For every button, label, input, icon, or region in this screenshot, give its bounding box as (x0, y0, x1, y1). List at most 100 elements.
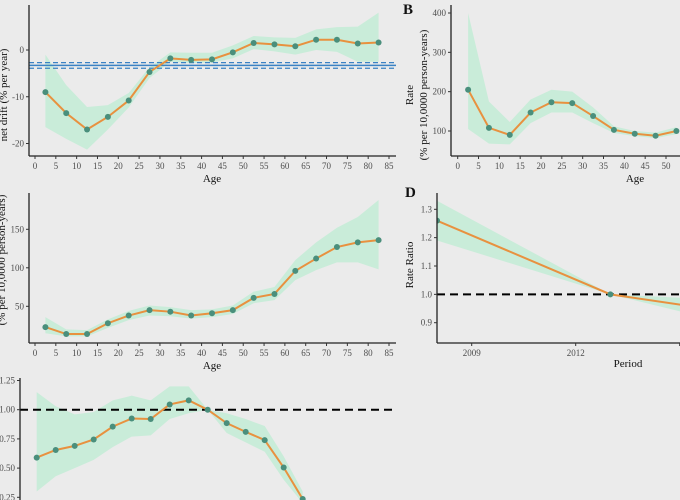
data-point (33, 454, 40, 461)
y-tick-label: 150 (11, 224, 25, 234)
x-tick-label: 0 (33, 348, 38, 358)
x-tick-label: 25 (135, 161, 145, 171)
y-tick-label: 0.25 (0, 492, 16, 500)
data-point (147, 416, 154, 423)
x-tick-label: 30 (155, 161, 165, 171)
x-tick-label: 25 (557, 161, 567, 171)
data-point (250, 294, 257, 301)
data-point (209, 310, 215, 317)
plot-area (29, 12, 396, 150)
data-point (185, 397, 192, 404)
data-point (437, 217, 441, 224)
data-point (167, 308, 174, 315)
data-point (292, 43, 299, 50)
y-tick-label: 1.25 (0, 376, 16, 386)
data-point (313, 255, 320, 262)
data-point (375, 237, 382, 244)
x-tick-label: 40 (620, 161, 630, 171)
data-point (569, 100, 576, 107)
data-point (188, 56, 195, 63)
data-point (333, 244, 340, 251)
x-tick-label: 35 (599, 161, 609, 171)
data-point (167, 55, 174, 62)
data-point (125, 97, 132, 104)
data-point (128, 415, 135, 422)
data-point (375, 39, 382, 46)
x-tick-label: 2012 (567, 348, 585, 358)
x-tick-label: 5 (476, 161, 481, 171)
plot-area (20, 386, 396, 500)
data-point (223, 420, 230, 427)
y-tick-label: 0.75 (0, 434, 16, 444)
y-tick-label: -20 (12, 139, 24, 149)
data-point (652, 132, 659, 139)
y-tick-label: 300 (433, 47, 447, 57)
x-tick-label: 85 (385, 348, 395, 358)
x-tick-label: 5 (54, 348, 59, 358)
x-tick-label: 15 (93, 348, 103, 358)
y-tick-label: 1.3 (421, 204, 433, 214)
data-point (146, 307, 153, 314)
data-point (104, 113, 111, 120)
data-point (42, 324, 49, 331)
data-point (84, 126, 91, 133)
x-tick-label: 70 (322, 161, 332, 171)
y-tick-label: 50 (15, 301, 25, 311)
x-tick-label: 45 (218, 348, 228, 358)
data-point (109, 423, 116, 430)
data-point (188, 312, 195, 319)
y-tick-label: 1.1 (421, 261, 432, 271)
confidence-band (45, 12, 379, 150)
x-tick-label: 30 (578, 161, 588, 171)
x-tick-label: 70 (322, 348, 332, 358)
x-tick-label: 50 (239, 348, 249, 358)
x-tick-label: 65 (301, 348, 311, 358)
y-axis-title: Rate (404, 85, 416, 105)
data-point (631, 130, 638, 137)
data-point (465, 86, 472, 93)
x-axis-title: Period (614, 358, 643, 370)
y-axis-title: Rate Ratio (404, 241, 416, 288)
x-tick-label: 50 (662, 161, 672, 171)
data-point (63, 110, 70, 117)
x-axis-title: Age (203, 360, 221, 372)
x-tick-label: 0 (33, 161, 38, 171)
data-point (271, 290, 278, 297)
y-axis-title: (% per 10,0000 person-years) (0, 194, 8, 325)
data-point (125, 312, 132, 319)
data-point (607, 291, 614, 298)
x-tick-label: 20 (114, 348, 124, 358)
panel-b: 100 200 300 400 0 5 10 15 20 25 30 35 40 45 50 Age Rate(… (403, 2, 680, 185)
plot-area (465, 13, 680, 145)
confidence-band (468, 13, 677, 145)
x-tick-label: 45 (218, 161, 228, 171)
data-point (63, 331, 70, 338)
data-point (506, 131, 513, 138)
data-point (104, 320, 111, 327)
data-point (42, 89, 49, 96)
y-tick-label: 1.00 (0, 405, 16, 415)
x-tick-label: 50 (239, 161, 249, 171)
x-tick-label: 65 (301, 161, 311, 171)
x-tick-label: 0 (455, 161, 460, 171)
x-tick-label: 35 (176, 348, 186, 358)
x-tick-label: 60 (280, 161, 290, 171)
x-tick-label: 40 (197, 348, 207, 358)
data-point (204, 406, 211, 413)
y-tick-label: 100 (433, 126, 447, 136)
plot-area (437, 200, 680, 312)
x-tick-label: 5 (54, 161, 59, 171)
data-point (84, 331, 91, 338)
y-tick-label: 100 (11, 263, 25, 273)
panel-d: 0.91.01.11.21.32009201220PeriodRate Rati… (404, 185, 680, 370)
y-tick-label: 1.2 (421, 233, 432, 243)
y-tick-label: -10 (12, 92, 24, 102)
x-tick-label: 80 (364, 348, 374, 358)
data-point (229, 307, 236, 314)
y-axis-subtitle: (% per 10,0000 person-years) (418, 29, 430, 160)
y-tick-label: 0.50 (0, 463, 16, 473)
x-tick-label: 10 (72, 161, 82, 171)
x-tick-label: 45 (641, 161, 651, 171)
x-tick-label: 80 (364, 161, 374, 171)
